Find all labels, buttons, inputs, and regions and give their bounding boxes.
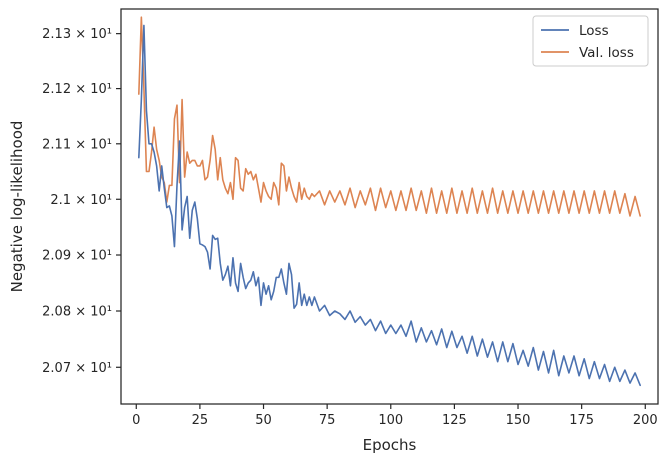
y-tick-label: 2.1 × 10¹ (50, 193, 112, 208)
series-line-val-loss (138, 16, 641, 217)
legend-label: Loss (579, 23, 609, 39)
x-axis: 0 25 50 75 100 125 150 175 200 (132, 404, 658, 428)
y-tick-label: 2.09 × 10¹ (42, 249, 112, 264)
x-tick-label: 0 (132, 413, 140, 428)
y-axis-label: Negative log-likelihood (8, 121, 26, 293)
x-tick-label: 75 (319, 413, 336, 428)
x-tick-label: 50 (255, 413, 272, 428)
y-tick-label: 2.07 × 10¹ (42, 361, 112, 376)
series-lines (138, 16, 641, 387)
legend-box (532, 15, 649, 67)
y-axis: 2.07 × 10¹ 2.08 × 10¹ 2.09 × 10¹ 2.1 × 10¹ 2… (42, 27, 121, 376)
y-tick-label: 2.12 × 10¹ (42, 82, 112, 97)
y-tick-label: 2.11 × 10¹ (42, 137, 112, 152)
legend-label: Val. loss (579, 45, 634, 61)
plot-frame (120, 8, 659, 405)
x-axis-label: Epochs (363, 436, 417, 454)
x-tick-label: 100 (378, 413, 403, 428)
legend: Loss Val. loss (532, 15, 649, 67)
x-tick-label: 25 (192, 413, 209, 428)
x-tick-label: 175 (569, 413, 594, 428)
x-tick-label: 200 (633, 413, 658, 428)
y-tick-label: 2.13 × 10¹ (42, 27, 112, 42)
x-tick-label: 150 (506, 413, 531, 428)
x-tick-label: 125 (442, 413, 467, 428)
series-line-loss (138, 24, 641, 387)
y-tick-label: 2.08 × 10¹ (42, 305, 112, 320)
